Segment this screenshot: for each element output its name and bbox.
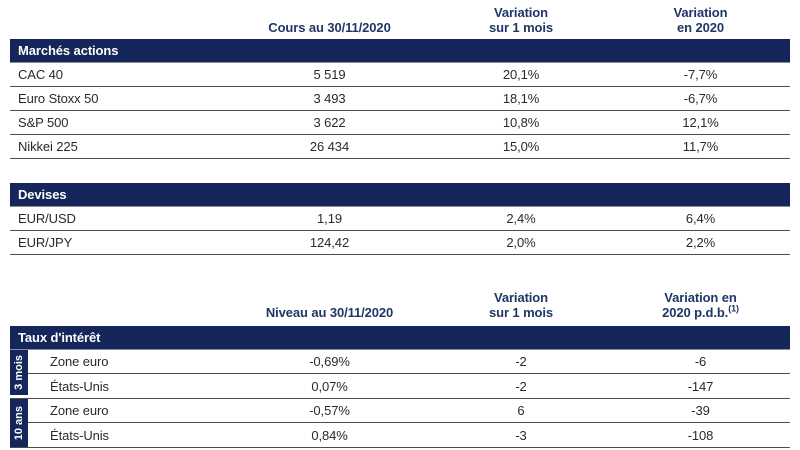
period-band-3-months: 3 mois: [10, 350, 28, 396]
row-label: Zone euro: [50, 403, 109, 419]
variation-1-month-value: 2,0%: [506, 235, 536, 251]
variation-1-month-value: 2,4%: [506, 211, 536, 227]
table-row-10y-etats-unis: États-Unis 0,84% -3 -108: [28, 423, 790, 447]
column-header-variation-2020-bps: Variation en 2020 p.d.b.(1): [611, 290, 790, 320]
price-value: 124,42: [309, 235, 350, 251]
currencies-section-title: Devises: [10, 183, 790, 208]
variation-2020-bps-value: -147: [687, 378, 714, 394]
rate-group-10-years: 10 ans Zone euro -0,57% 6 -39 États-Unis…: [10, 399, 790, 449]
row-label: EUR/JPY: [18, 235, 73, 251]
variation-1-month-value: -3: [515, 427, 527, 443]
variation-2020-value: 12,1%: [682, 115, 719, 131]
rate-group-3-months: 3 mois Zone euro -0,69% -2 -6 États-Unis…: [10, 350, 790, 400]
table-row-eur-usd: EUR/USD 1,19 2,4% 6,4%: [10, 207, 790, 232]
price-value: 26 434: [309, 139, 350, 155]
column-header-level-date: Niveau au 30/11/2020: [265, 304, 394, 320]
column-header-variation-1-month: Variation sur 1 mois: [488, 5, 554, 35]
table-row-3m-etats-unis: États-Unis 0,07% -2 -147: [28, 374, 790, 398]
level-value: -0,57%: [309, 403, 350, 419]
variation-1-month-value: -2: [515, 354, 527, 370]
table-row-sp500: S&P 500 3 622 10,8% 12,1%: [10, 111, 790, 136]
column-header-text: Variation en 2020 p.d.b.: [662, 290, 737, 320]
variation-1-month-value: 6: [517, 403, 525, 419]
variation-2020-bps-value: -6: [694, 354, 707, 370]
variation-1-month-value: 15,0%: [502, 139, 540, 155]
rate-group-rows: Zone euro -0,69% -2 -6 États-Unis 0,07% …: [28, 350, 790, 398]
row-label: S&P 500: [18, 115, 69, 131]
variation-2020-value: 11,7%: [682, 139, 719, 155]
variation-1-month-value: 10,8%: [502, 115, 540, 131]
row-label: Euro Stoxx 50: [18, 91, 99, 107]
row-label: EUR/USD: [18, 211, 76, 227]
footnote-marker: (1): [728, 303, 739, 314]
variation-1-month-value: 20,1%: [502, 67, 540, 83]
table-row-10y-zone-euro: Zone euro -0,57% 6 -39: [28, 399, 790, 424]
level-value: 0,07%: [311, 378, 348, 394]
rate-group-rows: Zone euro -0,57% 6 -39 États-Unis 0,84% …: [28, 399, 790, 447]
variation-2020-value: -7,7%: [683, 67, 718, 83]
markets-column-headers: Cours au 30/11/2020 Variation sur 1 mois…: [10, 0, 790, 35]
rates-column-headers: Niveau au 30/11/2020 Variation sur 1 moi…: [10, 290, 790, 320]
row-label: États-Unis: [50, 427, 109, 443]
variation-1-month-value: -2: [515, 378, 527, 394]
table-row-eur-jpy: EUR/JPY 124,42 2,0% 2,2%: [10, 231, 790, 256]
variation-2020-bps-value: -39: [691, 403, 710, 419]
period-band-10-years: 10 ans: [10, 399, 28, 448]
table-row-cac40: CAC 40 5 519 20,1% -7,7%: [10, 63, 790, 88]
variation-2020-value: 6,4%: [685, 211, 716, 227]
level-value: -0,69%: [309, 354, 350, 370]
variation-1-month-value: 18,1%: [502, 91, 540, 107]
column-header-price-date: Cours au 30/11/2020: [268, 19, 391, 35]
row-label: CAC 40: [18, 67, 63, 83]
markets-section: Cours au 30/11/2020 Variation sur 1 mois…: [10, 0, 790, 160]
rates-section-title: Taux d'intérêt: [10, 326, 790, 351]
level-value: 0,84%: [311, 427, 348, 443]
price-value: 3 493: [313, 91, 346, 107]
column-header-variation-1-month: Variation sur 1 mois: [488, 290, 554, 320]
table-row-3m-zone-euro: Zone euro -0,69% -2 -6: [28, 350, 790, 375]
markets-section-title: Marchés actions: [10, 39, 790, 64]
row-label: États-Unis: [50, 378, 109, 394]
period-band-label: 3 mois: [13, 355, 25, 391]
interest-rates-section: Niveau au 30/11/2020 Variation sur 1 moi…: [10, 290, 790, 449]
currencies-section: Devises EUR/USD 1,19 2,4% 6,4% EUR/JPY 1…: [10, 183, 790, 256]
row-label: Zone euro: [50, 354, 109, 370]
period-band-label: 10 ans: [13, 406, 25, 441]
price-value: 1,19: [317, 211, 342, 227]
price-value: 5 519: [313, 67, 346, 83]
column-header-variation-2020: Variation en 2020: [673, 5, 728, 35]
variation-2020-value: -6,7%: [683, 91, 718, 107]
table-row-nikkei-225: Nikkei 225 26 434 15,0% 11,7%: [10, 135, 790, 160]
price-value: 3 622: [313, 115, 346, 131]
variation-2020-bps-value: -108: [687, 427, 714, 443]
table-row-euro-stoxx-50: Euro Stoxx 50 3 493 18,1% -6,7%: [10, 87, 790, 112]
variation-2020-value: 2,2%: [685, 235, 716, 251]
row-label: Nikkei 225: [18, 139, 78, 155]
